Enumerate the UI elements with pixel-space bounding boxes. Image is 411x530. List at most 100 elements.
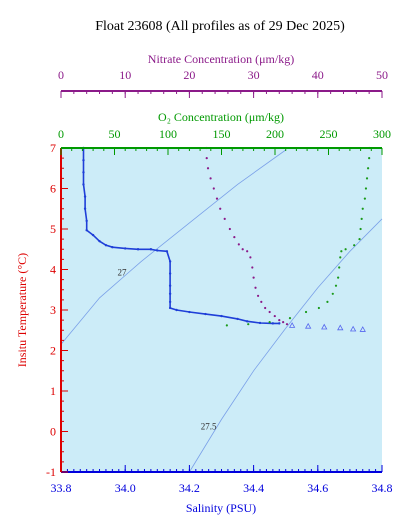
temperature-tick-label-2: 1 [50, 384, 56, 398]
nitrate-point-16 [254, 286, 257, 289]
ts-point-10 [104, 244, 108, 247]
nitrate-tick-label-1: 10 [119, 68, 131, 82]
oxygen-tick-label-2: 100 [159, 127, 177, 141]
salinity-tick-label-0: 33.8 [51, 481, 72, 495]
ts-deep-point-2 [321, 323, 328, 330]
oxygen-point-19 [317, 306, 320, 310]
nitrate-point-6 [219, 207, 222, 210]
ts-point-18 [168, 272, 172, 275]
nitrate-tick-label-5: 50 [376, 68, 388, 82]
ts-point-11 [111, 246, 114, 249]
oxygen-point-20 [304, 310, 308, 314]
temperature-tick-label-4: 3 [50, 303, 56, 317]
ts-point-8 [91, 233, 95, 237]
nitrate-point-8 [228, 227, 231, 231]
nitrate-tick-label-0: 0 [58, 68, 64, 82]
nitrate-point-13 [249, 256, 252, 259]
ts-point-16 [165, 250, 169, 253]
temperature-tick-label-1: 0 [50, 425, 56, 439]
oxygen-point-22 [268, 321, 271, 324]
oxygen-point-4 [364, 187, 368, 190]
oxygen-point-8 [359, 227, 362, 231]
oxygen-point-15 [337, 276, 340, 279]
nitrate-point-4 [212, 187, 215, 190]
temperature-tick-label-0: -1 [46, 465, 56, 479]
nitrate-point-3 [209, 177, 212, 180]
density-contour-1 [189, 218, 383, 473]
nitrate-point-15 [252, 276, 255, 279]
nitrate-point-19 [264, 306, 267, 310]
ts-point-15 [156, 249, 159, 252]
nitrate-point-1 [205, 157, 208, 160]
oxygen-point-13 [339, 256, 342, 259]
temperature-tick-label-3: 2 [50, 344, 56, 358]
salinity-tick-label-2: 34.2 [179, 481, 200, 495]
oxygen-point-6 [361, 207, 364, 210]
data-series [82, 146, 371, 332]
ts-point-19 [168, 284, 172, 287]
ts-point-7 [85, 229, 88, 232]
ts-deep-point-1 [304, 322, 312, 329]
temperature-tick-label-6: 5 [50, 222, 56, 236]
nitrate-tick-label-3: 30 [248, 68, 260, 82]
nitrate-point-7 [223, 217, 226, 220]
nitrate-point-24 [285, 323, 289, 326]
ts-deep-point-3 [337, 324, 344, 331]
nitrate-point-2 [206, 167, 210, 170]
oxygen-point-18 [326, 300, 329, 303]
salinity-tick-label-3: 34.4 [243, 481, 264, 495]
nitrate-point-14 [251, 266, 254, 269]
ts-profile-line [82, 148, 280, 325]
oxygen-point-5 [363, 197, 366, 200]
ts-point-28 [245, 320, 249, 323]
nitrate-point-22 [278, 319, 281, 322]
density-contour-label-1: 27.5 [201, 421, 217, 431]
ts-point-9 [98, 239, 101, 243]
oxygen-point-24 [225, 324, 228, 327]
density-contour-0 [60, 149, 286, 345]
temperature-tick-label-5: 4 [50, 263, 56, 277]
salinity-tick-label-5: 34.8 [372, 481, 393, 495]
nitrate-point-23 [282, 321, 285, 324]
nitrate-point-5 [215, 197, 219, 200]
ts-point-30 [271, 322, 275, 325]
ts-point-2 [82, 171, 85, 174]
nitrate-tick-label-4: 40 [312, 68, 324, 82]
oxygen-point-2 [366, 167, 370, 170]
ts-point-5 [83, 207, 87, 210]
ts-deep-point-5 [359, 326, 366, 332]
ts-deep-point-4 [349, 325, 357, 332]
oxygen-point-12 [340, 250, 343, 253]
nitrate-point-17 [256, 294, 260, 297]
ts-point-23 [175, 308, 178, 312]
density-contour-label-0: 27 [117, 268, 127, 278]
ts-point-20 [168, 292, 172, 295]
ts-point-14 [149, 248, 153, 251]
nitrate-point-21 [273, 314, 276, 318]
nitrate-axis-title: Nitrate Concentration (μm/kg) [148, 52, 294, 66]
ts-point-25 [204, 312, 207, 316]
temperature-tick-label-7: 6 [50, 182, 56, 196]
oxygen-tick-label-0: 0 [58, 127, 64, 141]
ts-point-1 [82, 158, 85, 162]
temperature-tick-label-8: 7 [50, 141, 56, 155]
oxygen-point-3 [365, 177, 369, 180]
ts-point-13 [136, 248, 140, 251]
ts-point-31 [278, 322, 281, 325]
nitrate-point-10 [237, 243, 240, 246]
nitrate-point-18 [260, 300, 263, 303]
oxygen-point-23 [247, 323, 250, 326]
ts-point-29 [258, 321, 262, 325]
ts-point-24 [188, 310, 191, 314]
ts-deep-point-0 [288, 322, 296, 328]
oxygen-point-17 [331, 292, 334, 295]
ts-point-3 [82, 183, 85, 186]
oxygen-tick-label-6: 300 [373, 127, 391, 141]
ts-point-12 [124, 247, 127, 250]
ts-point-4 [83, 195, 87, 198]
chart-title: Float 23608 (All profiles as of 29 Dec 2… [95, 19, 345, 34]
oxygen-point-10 [353, 244, 356, 247]
ts-point-17 [168, 260, 172, 263]
density-contours: 27 27.5 [60, 149, 383, 473]
